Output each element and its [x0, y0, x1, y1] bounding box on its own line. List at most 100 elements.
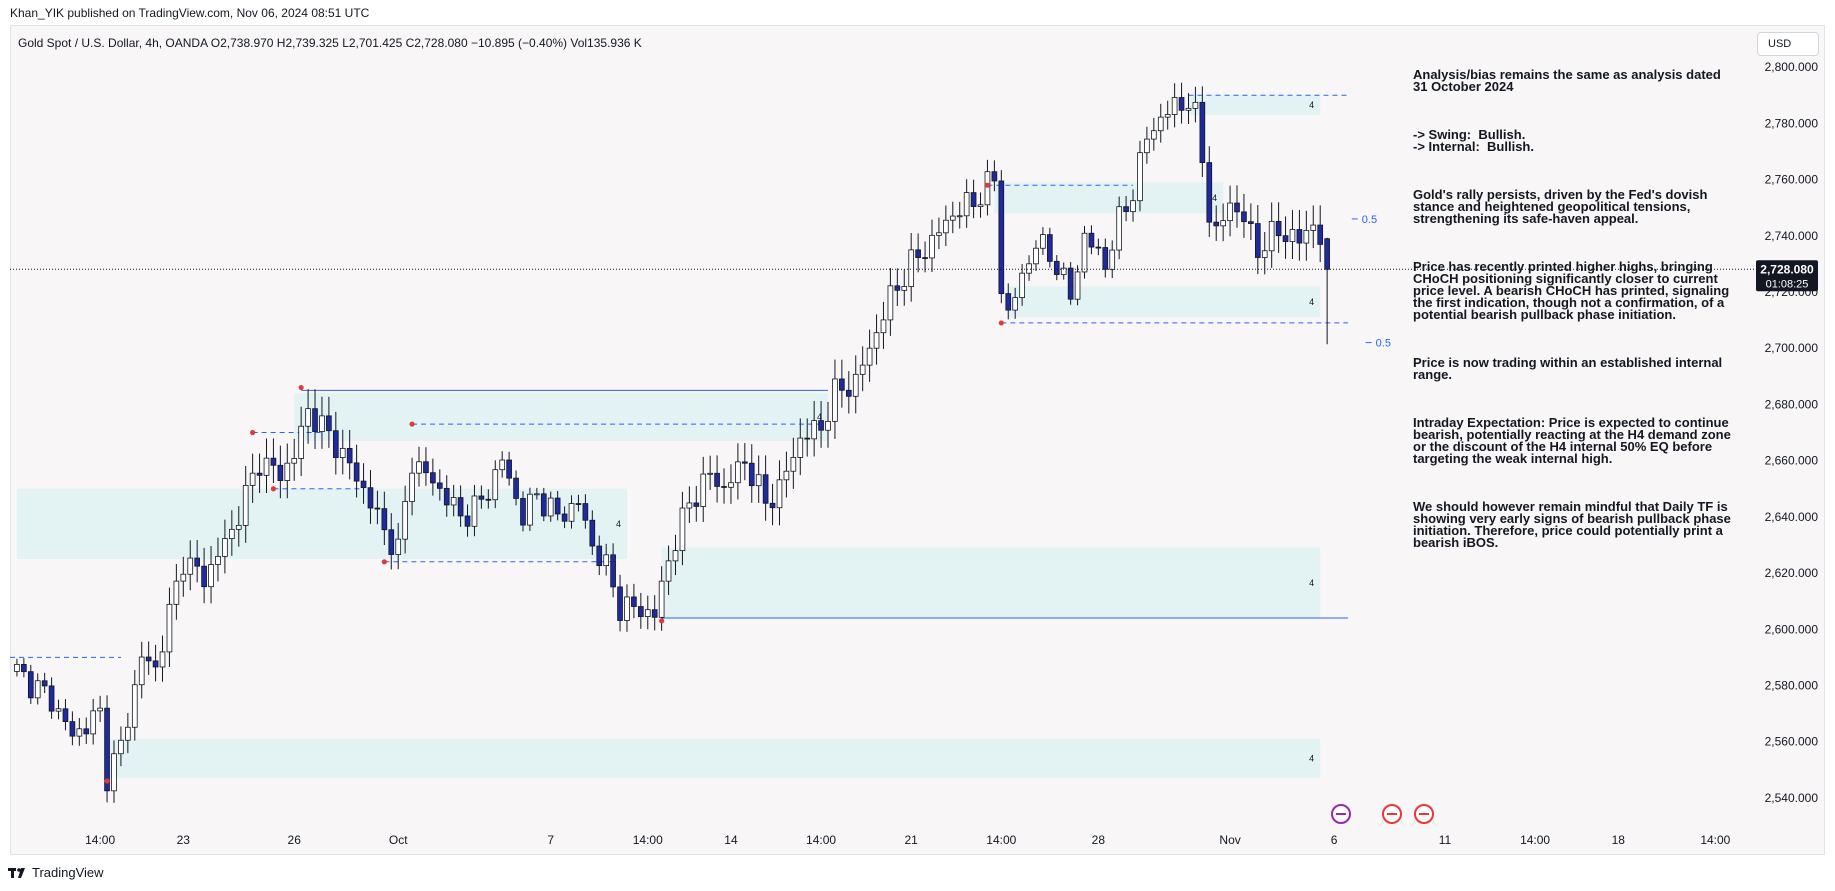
x-tick-label: 14:00 — [986, 833, 1016, 847]
candle-body — [603, 554, 610, 567]
candle-body — [402, 501, 408, 540]
last-price-layer: 2,728.080 01:08:25 — [10, 260, 1818, 292]
candle-body — [1296, 229, 1303, 244]
y-tick-label: 2,620.000 — [1765, 566, 1819, 580]
candle-body — [1157, 116, 1164, 132]
zones-layer: 4 4 4 4 4 4 4 — [16, 95, 1321, 779]
candle-body — [1289, 229, 1296, 242]
x-tick-label: 14:00 — [85, 833, 115, 847]
x-tick-label: 14 — [724, 833, 738, 847]
candle-body — [374, 507, 381, 510]
y-tick-label: 2,640.000 — [1765, 510, 1819, 524]
order-block-zone — [16, 488, 627, 559]
swing-point — [984, 182, 991, 188]
candle-body — [367, 487, 374, 509]
candle-body — [651, 609, 658, 618]
candle-body — [977, 204, 984, 207]
candle-body — [956, 215, 963, 218]
swing-point — [409, 421, 415, 427]
analysis-paragraph: Price has recently printed higher highs,… — [1413, 259, 1733, 322]
candle-body — [735, 461, 741, 484]
candle-body — [804, 437, 811, 440]
candle-body — [180, 573, 187, 582]
candle-body — [215, 555, 221, 565]
candle-body — [1060, 267, 1067, 275]
candle-body — [208, 564, 214, 588]
candle-body — [506, 459, 512, 479]
candle-body — [582, 503, 589, 521]
candle-body — [360, 480, 367, 489]
candle-body — [741, 461, 748, 464]
candle-body — [499, 459, 506, 471]
candle-body — [1067, 267, 1074, 300]
candle-body — [21, 663, 27, 673]
zone-label: 4 — [1309, 754, 1314, 764]
y-tick-label: 2,700.000 — [1765, 341, 1819, 355]
candle-body — [922, 257, 928, 259]
candle-body — [263, 457, 270, 476]
candle-body — [436, 482, 443, 489]
candle-body — [319, 415, 325, 432]
candle-body — [145, 656, 152, 662]
candle-body — [346, 447, 353, 464]
candle-body — [69, 721, 76, 737]
analysis-paragraph: Gold's rally persists, driven by the Fed… — [1413, 187, 1712, 226]
order-block-zone — [994, 182, 1224, 214]
candle-body — [1033, 247, 1039, 265]
candle-body — [1171, 97, 1178, 115]
candle-body — [776, 479, 783, 509]
order-block-zone — [1188, 95, 1321, 115]
candle-body — [464, 515, 471, 527]
candle-body — [395, 538, 402, 555]
swing-point — [659, 618, 665, 624]
x-tick-label: 7 — [547, 833, 554, 847]
candle-body — [104, 707, 110, 792]
candle-body — [1040, 234, 1046, 249]
x-tick-label: 18 — [1612, 833, 1626, 847]
x-tick-label: 14:00 — [633, 833, 663, 847]
x-tick-label: 21 — [905, 833, 919, 847]
last-price-badge — [1756, 260, 1818, 292]
swing-points-layer: 0.5 0.5 — [104, 182, 1391, 784]
candle-body — [970, 192, 977, 207]
candle-body — [589, 519, 596, 547]
candle-body — [561, 513, 568, 522]
candle-body — [478, 495, 485, 500]
candle-body — [707, 472, 713, 475]
candle-body — [97, 707, 103, 712]
eq-label: 0.5 — [1362, 214, 1377, 226]
candle-body — [1178, 97, 1185, 111]
candle-body — [1275, 220, 1282, 237]
candle-body — [388, 529, 395, 555]
tradingview-brand: TradingView — [32, 865, 104, 880]
candle-body — [783, 470, 790, 481]
levels-layer — [10, 94, 1348, 658]
publisher-bar: Khan_YIK published on TradingView.com, N… — [0, 0, 1835, 24]
zone-label: 4 — [1309, 578, 1314, 588]
candle-body — [686, 502, 693, 509]
y-tick-label: 2,760.000 — [1765, 173, 1819, 187]
order-block-zone — [294, 393, 829, 441]
candle-body — [797, 437, 804, 458]
swing-point — [381, 559, 387, 565]
y-tick-label: 2,800.000 — [1765, 60, 1819, 74]
candle-body — [915, 249, 921, 258]
candle-body — [256, 472, 263, 476]
y-tick-label: 2,540.000 — [1765, 791, 1819, 805]
swing-point — [298, 384, 304, 391]
candle-body — [27, 671, 34, 699]
currency-select[interactable]: USD — [1757, 32, 1819, 56]
candle-body — [152, 660, 159, 668]
candle-body — [409, 472, 415, 502]
candle-body — [818, 420, 824, 431]
tradingview-logo[interactable]: TradingView — [8, 865, 104, 880]
analysis-paragraph: Analysis/bias remains the same as analys… — [1413, 67, 1725, 94]
candle-body — [159, 651, 166, 668]
candle-body — [638, 606, 644, 617]
events-layer[interactable] — [1331, 804, 1434, 824]
candle-body — [1074, 271, 1081, 300]
candle-body — [270, 457, 277, 466]
swing-point — [104, 778, 110, 784]
candle-body — [1199, 101, 1206, 163]
